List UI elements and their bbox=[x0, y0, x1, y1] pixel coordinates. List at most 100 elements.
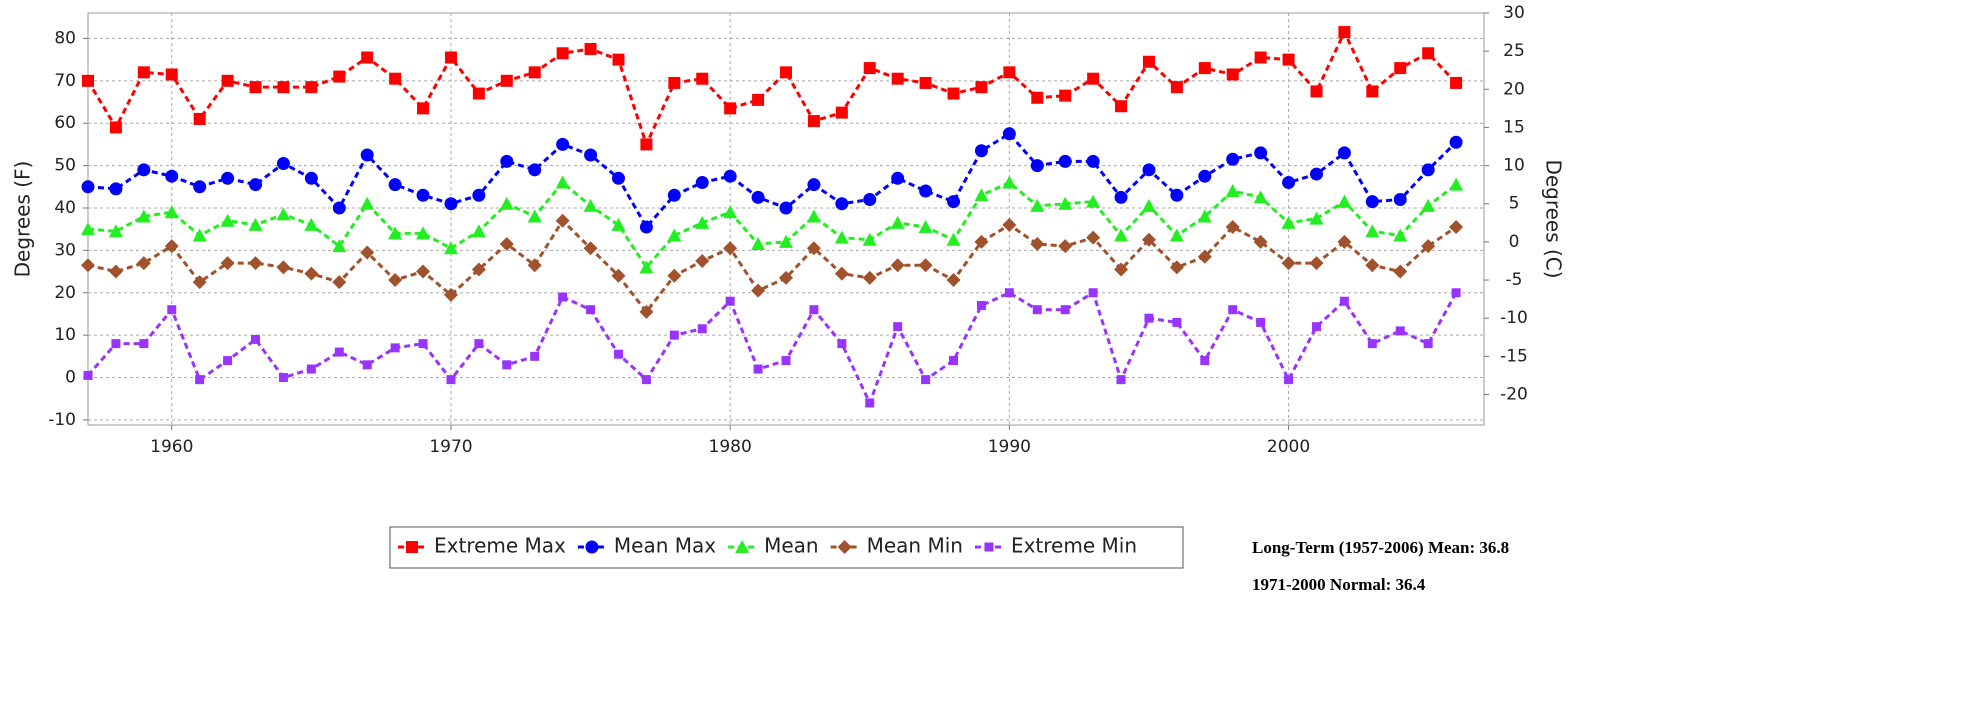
marker bbox=[1115, 100, 1128, 113]
marker bbox=[1451, 288, 1461, 298]
y2-tick-label: 25 bbox=[1503, 41, 1525, 61]
marker bbox=[751, 237, 766, 251]
marker bbox=[1030, 237, 1045, 252]
x-tick-label: 1990 bbox=[988, 437, 1031, 457]
marker bbox=[891, 72, 904, 85]
legend-marker bbox=[735, 540, 750, 553]
marker bbox=[444, 51, 457, 64]
marker bbox=[81, 180, 95, 194]
marker bbox=[1254, 146, 1268, 160]
marker bbox=[1170, 188, 1184, 202]
marker bbox=[779, 201, 793, 215]
y-tick-label: 10 bbox=[54, 325, 76, 345]
legend-marker bbox=[406, 541, 418, 553]
marker bbox=[696, 72, 709, 85]
marker bbox=[1449, 220, 1464, 235]
marker bbox=[1142, 55, 1155, 68]
marker bbox=[1254, 51, 1267, 64]
marker bbox=[1004, 288, 1014, 298]
marker bbox=[809, 305, 819, 315]
marker bbox=[695, 215, 710, 229]
y2-axis-label: Degrees (C) bbox=[1542, 159, 1566, 278]
y2-tick-label: -5 bbox=[1506, 270, 1523, 290]
marker bbox=[472, 87, 485, 100]
marker bbox=[82, 74, 94, 87]
marker bbox=[639, 304, 654, 319]
marker bbox=[611, 217, 626, 231]
marker bbox=[612, 53, 625, 66]
marker bbox=[530, 351, 540, 361]
marker bbox=[277, 81, 290, 94]
marker bbox=[1114, 262, 1129, 277]
marker bbox=[1003, 66, 1016, 79]
marker bbox=[780, 66, 792, 79]
marker bbox=[697, 324, 707, 334]
legend-label: Mean Max bbox=[614, 534, 716, 558]
marker bbox=[723, 205, 738, 219]
marker bbox=[416, 188, 430, 202]
marker bbox=[471, 224, 486, 238]
marker bbox=[1060, 305, 1070, 315]
legend-marker bbox=[585, 540, 599, 554]
marker bbox=[1256, 317, 1266, 327]
y-axis-label: Degrees (F) bbox=[11, 161, 35, 278]
marker bbox=[502, 360, 512, 370]
marker bbox=[1114, 228, 1129, 242]
marker bbox=[891, 171, 905, 185]
marker bbox=[862, 270, 877, 285]
y-tick-label: 50 bbox=[54, 156, 76, 176]
marker bbox=[136, 209, 151, 223]
marker bbox=[1197, 209, 1212, 223]
marker bbox=[1169, 228, 1184, 242]
marker bbox=[1393, 264, 1408, 279]
marker bbox=[444, 197, 458, 211]
marker bbox=[499, 196, 514, 210]
marker bbox=[443, 287, 458, 302]
marker bbox=[1116, 375, 1126, 385]
marker bbox=[806, 241, 821, 256]
marker bbox=[1144, 313, 1154, 323]
marker bbox=[304, 266, 319, 281]
marker bbox=[1002, 217, 1017, 232]
marker bbox=[863, 193, 877, 207]
marker bbox=[360, 148, 374, 162]
annotation: Long-Term (1957-2006) Mean: 36.8 bbox=[1252, 538, 1509, 557]
marker bbox=[388, 273, 403, 288]
marker bbox=[1030, 159, 1044, 173]
marker bbox=[1421, 198, 1436, 212]
marker bbox=[361, 51, 374, 64]
marker bbox=[390, 343, 400, 353]
marker bbox=[556, 137, 570, 151]
marker bbox=[1449, 177, 1464, 191]
marker bbox=[753, 364, 763, 374]
marker bbox=[443, 241, 458, 255]
marker bbox=[583, 198, 598, 212]
marker bbox=[109, 182, 123, 196]
marker bbox=[192, 275, 207, 290]
marker bbox=[695, 253, 710, 268]
marker bbox=[1422, 47, 1435, 60]
marker bbox=[137, 163, 151, 177]
marker bbox=[416, 226, 431, 240]
legend-marker bbox=[837, 540, 852, 554]
marker bbox=[1228, 305, 1238, 315]
marker bbox=[639, 260, 654, 274]
marker bbox=[1309, 211, 1324, 225]
marker bbox=[835, 197, 849, 211]
marker bbox=[584, 43, 597, 56]
marker bbox=[332, 275, 347, 290]
marker bbox=[192, 228, 207, 242]
y-tick-label: 0 bbox=[65, 368, 76, 388]
marker bbox=[779, 270, 793, 285]
y2-tick-label: 20 bbox=[1503, 79, 1525, 99]
marker bbox=[1198, 62, 1211, 75]
marker bbox=[306, 364, 316, 374]
legend bbox=[389, 526, 1184, 569]
marker bbox=[527, 258, 542, 273]
marker bbox=[499, 237, 514, 252]
series-line bbox=[87, 218, 1457, 315]
marker bbox=[946, 232, 961, 246]
marker bbox=[1198, 169, 1212, 183]
marker bbox=[1141, 232, 1156, 247]
